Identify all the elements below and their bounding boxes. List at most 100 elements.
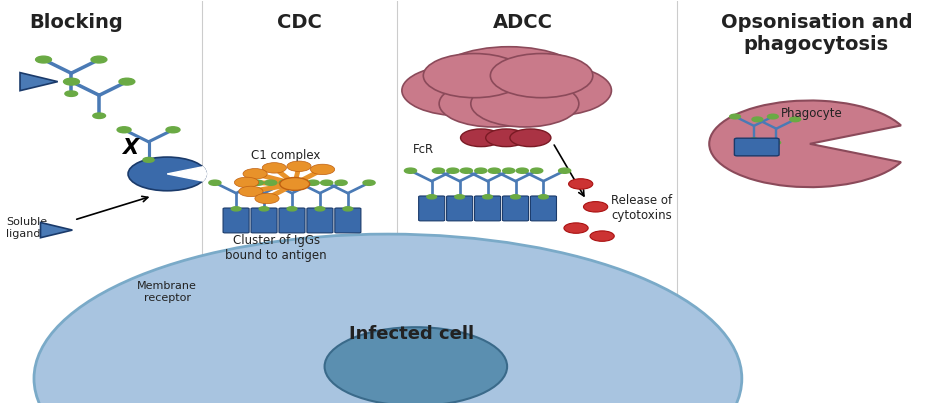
FancyBboxPatch shape bbox=[502, 196, 529, 221]
Circle shape bbox=[208, 180, 221, 185]
Circle shape bbox=[752, 117, 762, 122]
FancyBboxPatch shape bbox=[279, 208, 305, 233]
Circle shape bbox=[749, 138, 759, 142]
Circle shape bbox=[265, 180, 277, 185]
Circle shape bbox=[287, 207, 297, 211]
Circle shape bbox=[166, 127, 180, 133]
Circle shape bbox=[117, 127, 131, 133]
Text: ADCC: ADCC bbox=[493, 13, 553, 32]
Circle shape bbox=[280, 177, 310, 190]
Circle shape bbox=[235, 177, 258, 187]
Text: Blocking: Blocking bbox=[29, 13, 123, 32]
Circle shape bbox=[483, 195, 492, 199]
Circle shape bbox=[307, 180, 319, 185]
Circle shape bbox=[93, 113, 105, 118]
Circle shape bbox=[128, 157, 207, 191]
Circle shape bbox=[259, 207, 269, 211]
Text: Effector cell: Effector cell bbox=[471, 107, 546, 120]
Circle shape bbox=[237, 180, 249, 185]
Circle shape bbox=[494, 65, 611, 116]
Circle shape bbox=[516, 168, 529, 173]
Circle shape bbox=[325, 327, 507, 404]
Circle shape bbox=[569, 179, 593, 189]
FancyBboxPatch shape bbox=[223, 208, 249, 233]
Circle shape bbox=[454, 195, 465, 199]
FancyBboxPatch shape bbox=[734, 138, 779, 156]
FancyBboxPatch shape bbox=[307, 208, 333, 233]
Circle shape bbox=[502, 168, 515, 173]
Circle shape bbox=[316, 207, 325, 211]
Text: X: X bbox=[122, 138, 138, 158]
Text: CDC: CDC bbox=[277, 13, 322, 32]
Text: Soluble
ligand: Soluble ligand bbox=[6, 217, 47, 239]
Circle shape bbox=[485, 129, 527, 147]
Polygon shape bbox=[20, 73, 57, 90]
Circle shape bbox=[254, 193, 279, 204]
Wedge shape bbox=[709, 101, 901, 187]
Circle shape bbox=[293, 180, 305, 185]
Circle shape bbox=[252, 180, 263, 185]
Text: FcR: FcR bbox=[413, 143, 435, 156]
Circle shape bbox=[91, 56, 107, 63]
Circle shape bbox=[402, 65, 519, 116]
Circle shape bbox=[772, 141, 780, 145]
Text: Infected cell: Infected cell bbox=[348, 325, 474, 343]
Circle shape bbox=[488, 168, 500, 173]
Text: Cluster of IgGs
bound to antigen: Cluster of IgGs bound to antigen bbox=[225, 234, 327, 262]
Text: C1 complex: C1 complex bbox=[251, 149, 320, 162]
Circle shape bbox=[262, 163, 286, 173]
Circle shape bbox=[564, 223, 588, 233]
Circle shape bbox=[231, 207, 241, 211]
Circle shape bbox=[790, 117, 801, 122]
Circle shape bbox=[432, 168, 444, 173]
Wedge shape bbox=[167, 167, 207, 181]
Circle shape bbox=[363, 180, 375, 185]
Circle shape bbox=[475, 168, 486, 173]
Polygon shape bbox=[40, 223, 72, 238]
Circle shape bbox=[439, 80, 547, 127]
Circle shape bbox=[320, 180, 332, 185]
FancyBboxPatch shape bbox=[447, 196, 472, 221]
Text: Release of
cytotoxins: Release of cytotoxins bbox=[611, 194, 672, 222]
Circle shape bbox=[433, 47, 585, 113]
Circle shape bbox=[143, 158, 154, 162]
Circle shape bbox=[239, 186, 263, 197]
Text: Phagocyte: Phagocyte bbox=[781, 107, 842, 120]
FancyBboxPatch shape bbox=[474, 196, 500, 221]
Circle shape bbox=[64, 78, 80, 85]
Circle shape bbox=[343, 207, 353, 211]
Circle shape bbox=[447, 168, 459, 173]
Circle shape bbox=[531, 168, 543, 173]
FancyBboxPatch shape bbox=[251, 208, 277, 233]
FancyBboxPatch shape bbox=[419, 196, 445, 221]
Circle shape bbox=[65, 91, 78, 97]
Circle shape bbox=[423, 54, 526, 98]
Circle shape bbox=[287, 161, 311, 171]
Circle shape bbox=[119, 78, 135, 85]
Circle shape bbox=[335, 180, 347, 185]
Circle shape bbox=[730, 114, 741, 119]
Circle shape bbox=[243, 168, 268, 179]
Circle shape bbox=[460, 168, 472, 173]
Circle shape bbox=[460, 129, 501, 147]
Circle shape bbox=[427, 195, 437, 199]
Circle shape bbox=[470, 80, 578, 127]
Circle shape bbox=[405, 168, 417, 173]
Circle shape bbox=[559, 168, 571, 173]
Text: Membrane
receptor: Membrane receptor bbox=[137, 282, 197, 303]
FancyBboxPatch shape bbox=[335, 208, 361, 233]
Circle shape bbox=[583, 202, 608, 212]
FancyBboxPatch shape bbox=[531, 196, 557, 221]
Text: Opsonisation and
phagocytosis: Opsonisation and phagocytosis bbox=[720, 13, 912, 55]
Circle shape bbox=[767, 114, 778, 119]
Circle shape bbox=[539, 195, 548, 199]
Circle shape bbox=[279, 180, 291, 185]
Circle shape bbox=[510, 129, 551, 147]
Circle shape bbox=[590, 231, 614, 241]
Circle shape bbox=[511, 195, 520, 199]
Circle shape bbox=[490, 54, 593, 98]
Ellipse shape bbox=[34, 234, 742, 404]
Circle shape bbox=[36, 56, 52, 63]
Circle shape bbox=[311, 164, 334, 175]
Ellipse shape bbox=[441, 88, 577, 119]
